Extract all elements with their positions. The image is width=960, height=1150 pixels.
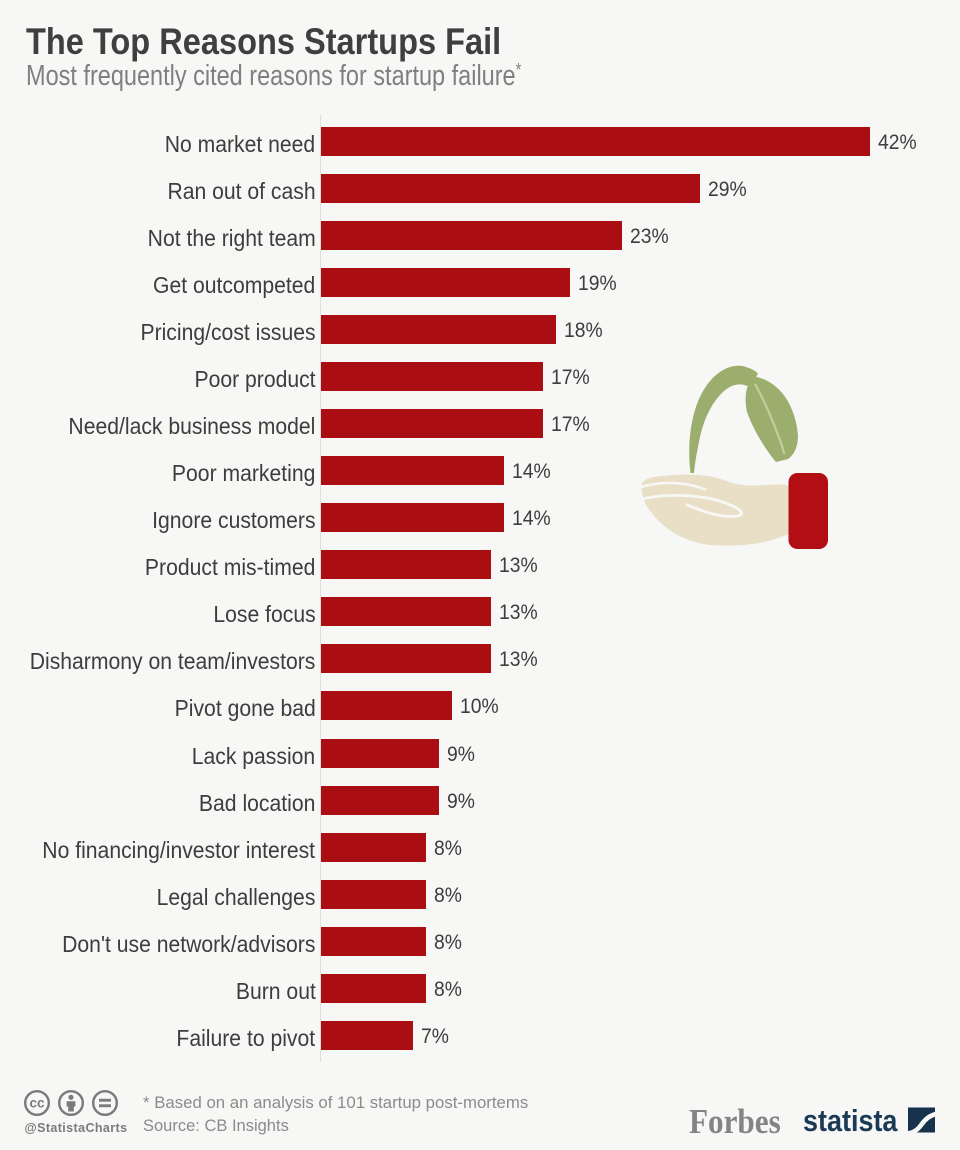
svg-text:cc: cc bbox=[29, 1096, 45, 1111]
